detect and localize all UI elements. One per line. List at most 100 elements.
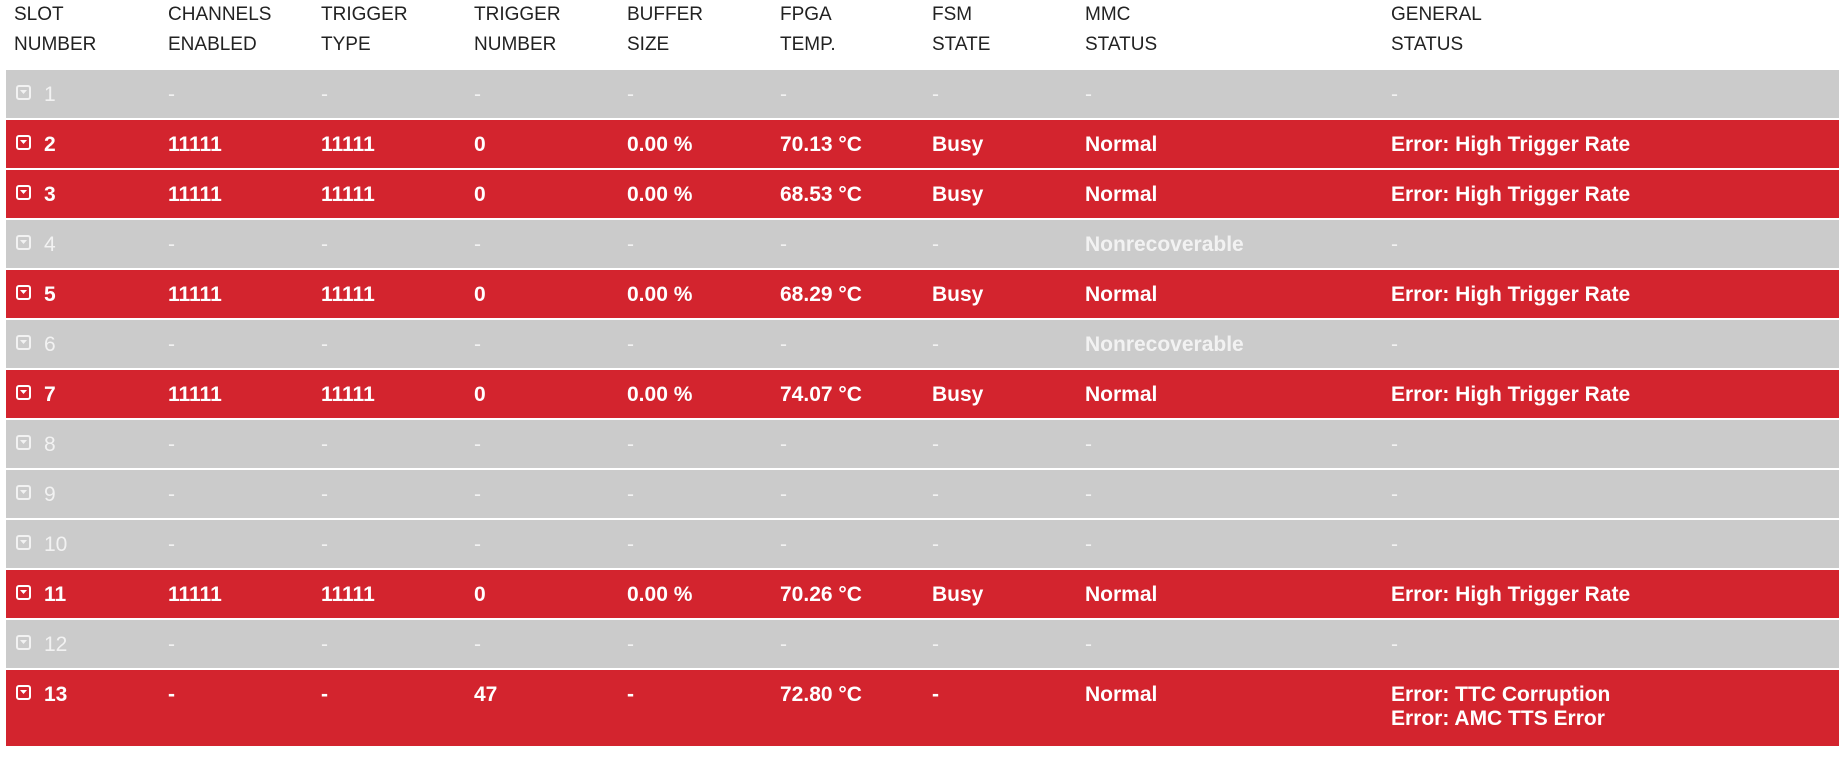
table-row[interactable]: 2 11111 11111 0 0.00 % 70.13 °C Busy Normal Erro… xyxy=(6,120,1839,170)
trigger-number-cell: 0 xyxy=(474,583,486,606)
expand-toggle-icon[interactable] xyxy=(16,285,31,300)
general-status-line: Error: TTC Corruption xyxy=(1391,683,1611,706)
mmc-status-cell: - xyxy=(1085,633,1092,656)
table-row[interactable]: 6 - - - - - - Nonrecoverable - xyxy=(6,320,1839,370)
expand-toggle-icon[interactable] xyxy=(16,585,31,600)
table-row[interactable]: 1 - - - - - - - - xyxy=(6,70,1839,120)
table-header: SLOT NUMBER CHANNELS ENABLED TRIGGER TYPE T… xyxy=(6,0,1839,70)
slot-number-cell: 5 xyxy=(44,283,56,306)
table-row[interactable]: 12 - - - - - - - - xyxy=(6,620,1839,670)
mmc-status-cell: - xyxy=(1085,533,1092,556)
header-channels-enabled: CHANNELS ENABLED xyxy=(168,4,272,55)
channels-enabled-cell: - xyxy=(168,83,175,106)
expand-toggle-icon[interactable] xyxy=(16,635,31,650)
expand-toggle-icon[interactable] xyxy=(16,235,31,250)
slot-number-cell: 12 xyxy=(44,633,68,656)
header-trigger-type: TRIGGER TYPE xyxy=(321,4,408,55)
fpga-temp-cell: - xyxy=(780,83,787,106)
expand-toggle-icon[interactable] xyxy=(16,85,31,100)
expand-toggle-icon[interactable] xyxy=(16,485,31,500)
general-status-line: - xyxy=(1391,433,1398,456)
expand-toggle-icon[interactable] xyxy=(16,335,31,350)
mmc-status-cell: Nonrecoverable xyxy=(1085,333,1244,356)
general-status-cell: Error: High Trigger Rate xyxy=(1391,283,1630,307)
channels-enabled-cell: 11111 xyxy=(168,383,222,406)
fpga-temp-cell: 72.80 °C xyxy=(780,683,862,706)
fpga-temp-cell: 74.07 °C xyxy=(780,383,862,406)
trigger-type-cell: 11111 xyxy=(321,183,375,206)
trigger-type-cell: - xyxy=(321,233,328,256)
table-row[interactable]: 4 - - - - - - Nonrecoverable - xyxy=(6,220,1839,270)
channels-enabled-cell: 11111 xyxy=(168,183,222,206)
mmc-status-cell: Normal xyxy=(1085,683,1158,706)
mmc-status-cell: Normal xyxy=(1085,583,1158,606)
trigger-number-cell: 47 xyxy=(474,683,498,706)
general-status-line: - xyxy=(1391,533,1398,556)
mmc-status-cell: - xyxy=(1085,483,1092,506)
fsm-state-cell: Busy xyxy=(932,133,984,156)
trigger-number-cell: - xyxy=(474,83,481,106)
fsm-state-cell: Busy xyxy=(932,283,984,306)
table-row[interactable]: 13 - - 47 - 72.80 °C - Normal Error: TTC Corrupt… xyxy=(6,670,1839,748)
expand-toggle-icon[interactable] xyxy=(16,535,31,550)
expand-toggle-icon[interactable] xyxy=(16,185,31,200)
general-status-line: - xyxy=(1391,333,1398,356)
channels-enabled-cell: - xyxy=(168,233,175,256)
table-row[interactable]: 11 11111 11111 0 0.00 % 70.26 °C Busy Normal Err… xyxy=(6,570,1839,620)
trigger-type-cell: 11111 xyxy=(321,583,375,606)
table-row[interactable]: 8 - - - - - - - - xyxy=(6,420,1839,470)
general-status-cell: - xyxy=(1391,233,1398,257)
general-status-cell: - xyxy=(1391,633,1398,657)
expand-toggle-icon[interactable] xyxy=(16,135,31,150)
expand-toggle-icon[interactable] xyxy=(16,685,31,700)
mmc-status-cell: Normal xyxy=(1085,183,1158,206)
fsm-state-cell: Busy xyxy=(932,583,984,606)
general-status-cell: Error: High Trigger Rate xyxy=(1391,133,1630,157)
slot-number-cell: 1 xyxy=(44,83,56,106)
slot-number-cell: 2 xyxy=(44,133,56,156)
table-body: 1 - - - - - - - - 2 11111 11111 0 0.00 % 70.13 °C Busy N… xyxy=(6,70,1839,748)
buffer-size-cell: 0.00 % xyxy=(627,583,693,606)
general-status-cell: Error: High Trigger Rate xyxy=(1391,183,1630,207)
mmc-status-cell: Normal xyxy=(1085,283,1158,306)
general-status-line: Error: High Trigger Rate xyxy=(1391,583,1631,606)
mmc-status-cell: Normal xyxy=(1085,383,1158,406)
trigger-number-cell: - xyxy=(474,633,481,656)
general-status-line: - xyxy=(1391,233,1398,256)
trigger-number-cell: 0 xyxy=(474,183,486,206)
general-status-cell: Error: TTC Corruption Error: AMC TTS Erro… xyxy=(1391,683,1610,731)
table-row[interactable]: 7 11111 11111 0 0.00 % 74.07 °C Busy Normal Erro… xyxy=(6,370,1839,420)
buffer-size-cell: - xyxy=(627,683,634,706)
slot-status-table: SLOT NUMBER CHANNELS ENABLED TRIGGER TYPE T… xyxy=(6,0,1839,748)
channels-enabled-cell: - xyxy=(168,333,175,356)
table-row[interactable]: 3 11111 11111 0 0.00 % 68.53 °C Busy Normal Erro… xyxy=(6,170,1839,220)
table-row[interactable]: 10 - - - - - - - - xyxy=(6,520,1839,570)
trigger-number-cell: - xyxy=(474,533,481,556)
trigger-type-cell: - xyxy=(321,633,328,656)
expand-toggle-icon[interactable] xyxy=(16,435,31,450)
general-status-cell: Error: High Trigger Rate xyxy=(1391,583,1630,607)
trigger-number-cell: 0 xyxy=(474,283,486,306)
header-mmc-status: MMC STATUS xyxy=(1085,4,1158,55)
expand-toggle-icon[interactable] xyxy=(16,385,31,400)
trigger-number-cell: - xyxy=(474,433,481,456)
general-status-line: Error: High Trigger Rate xyxy=(1391,383,1631,406)
channels-enabled-cell: 11111 xyxy=(168,283,222,306)
channels-enabled-cell: 11111 xyxy=(168,133,222,156)
trigger-type-cell: - xyxy=(321,533,328,556)
header-general-status: GENERAL STATUS xyxy=(1391,4,1482,55)
table-row[interactable]: 5 11111 11111 0 0.00 % 68.29 °C Busy Normal Erro… xyxy=(6,270,1839,320)
trigger-number-cell: 0 xyxy=(474,383,486,406)
general-status-line: - xyxy=(1391,633,1398,656)
buffer-size-cell: 0.00 % xyxy=(627,283,693,306)
fpga-temp-cell: 68.53 °C xyxy=(780,183,862,206)
mmc-status-cell: - xyxy=(1085,433,1092,456)
header-fsm-state: FSM STATE xyxy=(932,4,991,55)
table-row[interactable]: 9 - - - - - - - - xyxy=(6,470,1839,520)
fsm-state-cell: Busy xyxy=(932,383,984,406)
trigger-number-cell: - xyxy=(474,333,481,356)
fsm-state-cell: - xyxy=(932,233,939,256)
trigger-number-cell: - xyxy=(474,483,481,506)
fsm-state-cell: - xyxy=(932,533,939,556)
general-status-cell: - xyxy=(1391,483,1398,507)
